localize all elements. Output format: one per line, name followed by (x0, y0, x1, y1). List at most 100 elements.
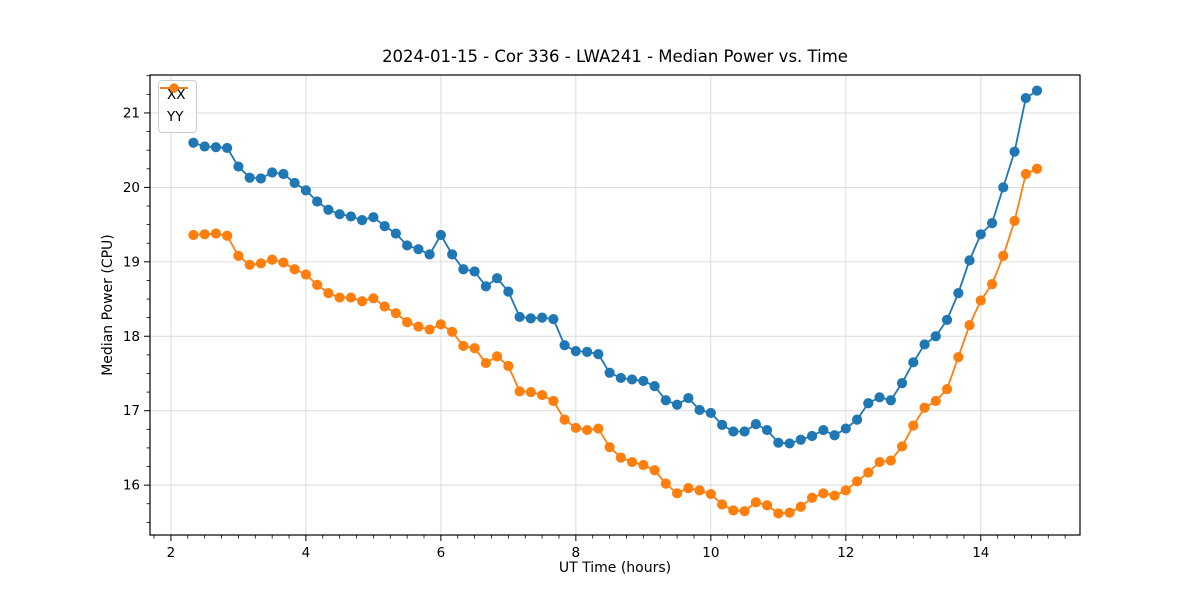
data-point-yy (1020, 168, 1031, 180)
data-point-xx (638, 375, 649, 387)
data-point-xx (885, 395, 896, 406)
data-point-xx (761, 424, 773, 436)
data-point-xx (435, 229, 446, 241)
data-point-xx (559, 340, 570, 351)
data-point-xx (1009, 146, 1020, 157)
data-point-xx (975, 229, 986, 240)
data-point-yy (435, 319, 446, 330)
data-point-yy (953, 352, 964, 363)
x-tick-label: 12 (837, 545, 854, 561)
data-point-xx (300, 185, 311, 196)
data-point-xx (514, 311, 525, 323)
data-point-yy (908, 420, 919, 431)
data-point-xx (548, 314, 559, 325)
data-point-xx (986, 218, 998, 229)
data-point-yy (851, 476, 863, 487)
data-point-yy (368, 293, 379, 304)
data-point-xx (188, 137, 199, 148)
chart-title: 2024-01-15 - Cor 336 - LWA241 - Median P… (382, 47, 848, 66)
x-tick-label: 14 (972, 545, 989, 561)
x-tick-label: 6 (437, 545, 446, 561)
x-tick-label: 10 (702, 545, 719, 561)
data-point-yy (413, 321, 424, 332)
y-tick-label: 18 (123, 329, 140, 345)
data-point-xx (582, 346, 593, 357)
data-point-xx (424, 249, 435, 260)
data-point-xx (1031, 85, 1043, 96)
data-point-xx (1020, 92, 1031, 104)
data-point-yy (514, 386, 525, 397)
data-point-yy (694, 485, 705, 496)
data-point-yy (537, 389, 548, 401)
data-point-xx (525, 313, 536, 324)
y-tick-label: 21 (123, 105, 140, 121)
data-point-xx (863, 398, 874, 409)
data-point-xx (233, 161, 244, 172)
data-point-xx (503, 286, 514, 297)
data-point-xx (312, 196, 323, 207)
data-point-xx (705, 407, 716, 419)
data-point-xx (728, 426, 739, 437)
data-point-yy (199, 229, 210, 240)
data-point-yy (424, 324, 435, 335)
data-point-yy (458, 340, 469, 352)
data-point-yy (300, 269, 311, 280)
data-point-yy (773, 508, 784, 519)
data-point-yy (210, 228, 222, 239)
data-point-xx (570, 346, 581, 357)
data-point-yy (750, 497, 761, 508)
data-point-xx (851, 414, 863, 425)
data-point-yy (593, 423, 604, 434)
data-point-xx (345, 211, 357, 222)
data-point-yy (447, 326, 458, 337)
data-point-yy (964, 319, 975, 331)
data-point-yy (761, 500, 773, 511)
x-tick-label: 2 (167, 545, 176, 561)
data-point-yy (289, 264, 300, 275)
data-point-yy (784, 507, 795, 518)
data-point-yy (312, 279, 323, 291)
data-point-xx (773, 437, 784, 448)
legend-entry-yy: YY (160, 83, 188, 127)
data-point-yy (683, 483, 694, 494)
data-point-yy (818, 488, 829, 499)
data-point-xx (390, 228, 401, 239)
data-point-yy (1009, 215, 1020, 226)
axes-frame (149, 74, 1081, 536)
data-point-xx (795, 434, 806, 445)
legend-label-yy: YY (167, 108, 184, 125)
data-point-yy (233, 250, 244, 261)
data-point-yy (480, 357, 491, 369)
data-point-yy (503, 360, 514, 372)
data-point-yy (570, 422, 581, 433)
data-point-xx (717, 419, 728, 430)
data-point-xx (480, 281, 491, 292)
data-point-yy (885, 455, 896, 466)
data-point-xx (244, 172, 255, 183)
data-point-xx (210, 142, 222, 153)
data-point-xx (750, 418, 761, 430)
data-point-xx (626, 374, 638, 385)
data-point-xx (593, 349, 604, 360)
data-point-yy (795, 501, 806, 512)
y-tick-label: 20 (123, 180, 140, 196)
data-point-yy (638, 459, 649, 471)
data-point-yy (728, 505, 739, 516)
data-point-xx (615, 372, 626, 384)
data-point-yy (604, 442, 615, 453)
data-point-xx (447, 249, 458, 260)
data-point-yy (469, 343, 480, 354)
data-point-xx (267, 167, 278, 178)
data-point-yy (975, 295, 986, 306)
data-point-xx (998, 182, 1009, 193)
data-point-xx (368, 212, 379, 223)
data-point-xx (334, 209, 345, 220)
data-point-yy (582, 424, 593, 436)
data-point-yy (930, 395, 941, 407)
data-point-yy (278, 257, 289, 268)
data-point-xx (255, 173, 266, 184)
data-point-yy (379, 301, 390, 312)
y-tick-label: 17 (123, 403, 140, 419)
